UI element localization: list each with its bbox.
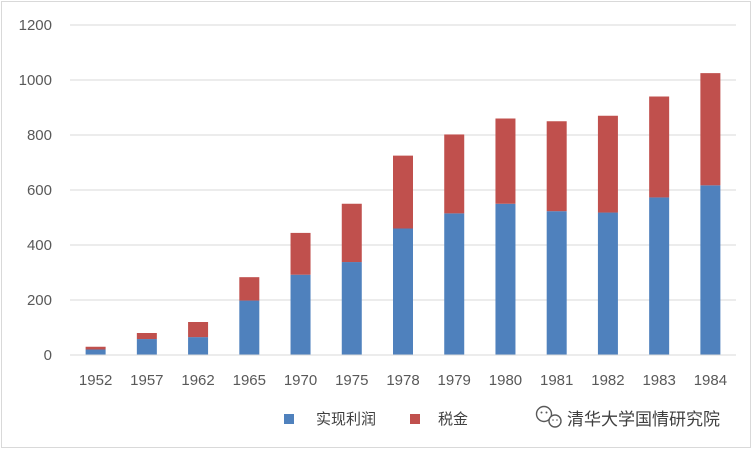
bar-tax-1957 [136,333,157,340]
bar-profit-1970 [290,274,311,355]
y-tick-label: 200 [27,292,52,309]
gridlines [70,24,736,301]
bar-profit-1978 [393,228,413,355]
y-tick-label: 1000 [19,72,52,89]
x-tick-label: 1979 [438,372,471,389]
x-tick-label: 1983 [642,372,675,389]
x-tick-label: 1982 [591,372,624,389]
x-tick-label: 1984 [694,372,727,389]
legend: 实现利润 税金 [284,410,468,428]
bar-tax-1952 [85,346,106,350]
x-tick-label: 1981 [540,372,573,389]
bar-tax-1981 [546,121,567,212]
bar-tax-1962 [188,322,209,338]
bars [85,73,721,355]
x-axis-tick-labels: 1952 1957 1962 1965 1970 1975 1978 1979 1980 1981… [79,372,727,389]
x-tick-label: 1962 [181,372,214,389]
bar-tax-1982 [597,115,618,213]
wechat-icon [535,405,562,428]
bar-profit-1984 [700,185,721,355]
bar-profit-1975 [341,262,362,355]
bar-tax-1965 [239,277,260,301]
bar-tax-1978 [393,155,413,229]
x-tick-label: 1957 [130,372,163,389]
watermark: 清华大学国情研究院 [535,405,720,430]
bar-tax-1979 [444,134,465,214]
x-tick-label: 1978 [386,372,419,389]
bar-tax-1980 [495,118,516,204]
bar-profit-1952 [85,349,106,355]
bar-tax-1984 [700,73,721,186]
x-tick-label: 1980 [489,372,522,389]
legend-swatch-tax [410,414,420,424]
y-axis-tick-labels: 0 200 400 600 800 1000 1200 [19,17,52,364]
bar-profit-1965 [239,300,260,355]
bar-profit-1979 [444,213,465,355]
bar-profit-1957 [136,339,157,355]
legend-swatch-profit [284,414,294,424]
bar-tax-1983 [649,96,670,198]
watermark-text: 清华大学国情研究院 [567,410,720,430]
y-tick-label: 600 [27,182,52,199]
y-tick-label: 1200 [19,17,52,34]
x-tick-label: 1965 [233,372,266,389]
x-tick-label: 1970 [284,372,317,389]
legend-label-tax: 税金 [438,410,468,428]
y-tick-label: 0 [44,347,52,364]
bar-tax-1970 [290,232,311,275]
bar-profit-1982 [597,212,618,355]
bar-profit-1981 [546,211,567,355]
x-tick-label: 1975 [335,372,368,389]
legend-label-profit: 实现利润 [316,410,376,428]
y-tick-label: 400 [27,237,52,254]
bar-profit-1980 [495,203,516,355]
bar-tax-1975 [341,203,362,263]
bar-profit-1962 [188,337,209,355]
y-tick-label: 800 [27,127,52,144]
x-tick-label: 1952 [79,372,112,389]
bar-profit-1983 [649,197,670,355]
